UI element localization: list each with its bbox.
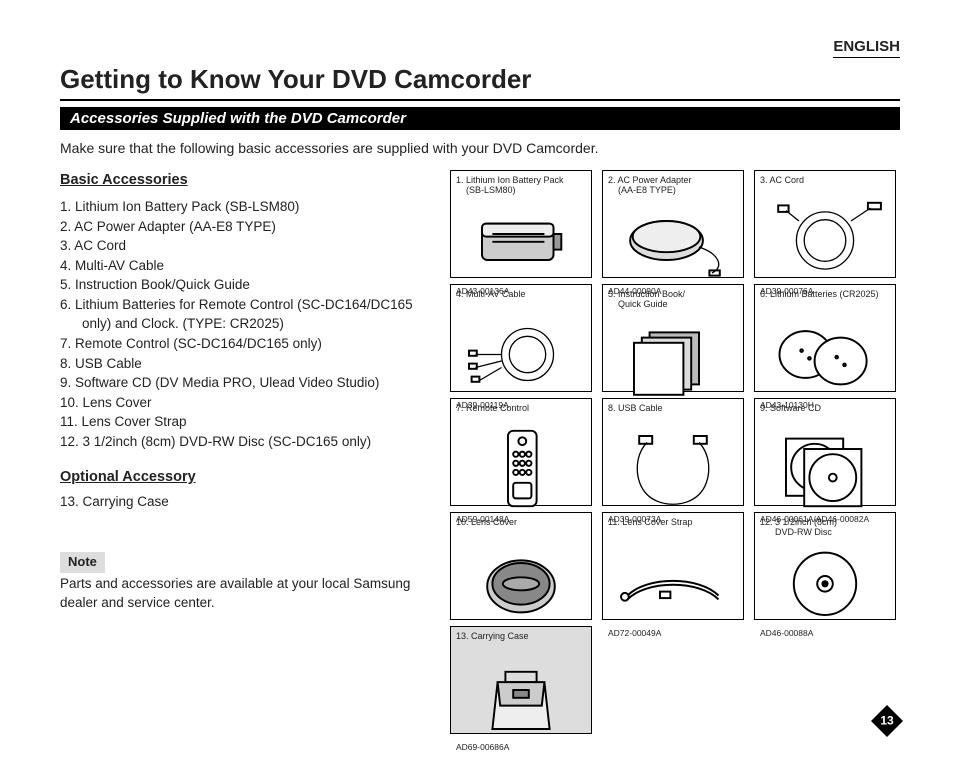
cell-title: 5. Instruction Book/ Quick Guide — [608, 289, 738, 309]
accessory-cell: 3. AC CordAD39-00076A — [754, 170, 896, 278]
list-item: 5. Instruction Book/Quick Guide — [60, 275, 430, 295]
list-item: 2. AC Power Adapter (AA-E8 TYPE) — [60, 217, 430, 237]
cell-title: 2. AC Power Adapter (AA-E8 TYPE) — [608, 175, 738, 195]
basic-heading: Basic Accessories — [60, 170, 430, 191]
accessory-cell: 6. Lithium Batteries (CR2025)AD43-10130H — [754, 284, 896, 392]
cell-part-number: AD69-00686A — [456, 743, 586, 753]
accessory-cell: 12. 3 1/2inch (8cm) DVD-RW DiscAD46-0008… — [754, 512, 896, 620]
cell-part-number: AD72-00049A — [608, 629, 738, 639]
note-text: Parts and accessories are available at y… — [60, 575, 430, 613]
accessory-cell: 11. Lens Cover StrapAD72-00049A — [602, 512, 744, 620]
accessory-cell: 10. Lens CoverAD97-10990A — [450, 512, 592, 620]
list-item: 10. Lens Cover — [60, 393, 430, 413]
cell-title: 10. Lens Cover — [456, 517, 586, 537]
cell-title: 13. Carrying Case — [456, 631, 586, 651]
accessory-cell: 9. Software CDAD46-00061A/AD46-00082A — [754, 398, 896, 506]
accessory-cell: 13. Carrying CaseAD69-00686A — [450, 626, 592, 734]
list-item: 1. Lithium Ion Battery Pack (SB-LSM80) — [60, 197, 430, 217]
lenscover-icon — [456, 537, 586, 628]
accessory-cell: 4. Multi-AV CableAD39-00119A — [450, 284, 592, 392]
list-item: 11. Lens Cover Strap — [60, 412, 430, 432]
adapter-icon — [608, 195, 738, 286]
list-item: 13. Carrying Case — [60, 492, 430, 512]
left-column: Basic Accessories 1. Lithium Ion Battery… — [60, 170, 430, 734]
cds-icon — [760, 423, 890, 514]
book-icon — [608, 309, 738, 400]
list-item: 4. Multi-AV Cable — [60, 256, 430, 276]
page-number: 13 — [880, 714, 893, 728]
cell-title: 7. Remote Control — [456, 403, 586, 423]
cell-title: 1. Lithium Ion Battery Pack (SB-LSM80) — [456, 175, 586, 195]
accessory-cell: 7. Remote ControlAD59-00148A — [450, 398, 592, 506]
cell-title: 12. 3 1/2inch (8cm) DVD-RW Disc — [760, 517, 890, 537]
list-item: 9. Software CD (DV Media PRO, Ulead Vide… — [60, 373, 430, 393]
remote-icon — [456, 423, 586, 514]
page-number-badge: 13 — [870, 704, 904, 738]
optional-heading: Optional Accessory — [60, 467, 430, 488]
list-item: 3. AC Cord — [60, 236, 430, 256]
page-title: Getting to Know Your DVD Camcorder — [60, 64, 900, 101]
accessory-cell: 2. AC Power Adapter (AA-E8 TYPE)AD44-000… — [602, 170, 744, 278]
basic-list: 1. Lithium Ion Battery Pack (SB-LSM80)2.… — [60, 197, 430, 451]
cell-title: 11. Lens Cover Strap — [608, 517, 738, 537]
case-icon — [456, 651, 586, 742]
note-label: Note — [60, 552, 105, 573]
language-label: ENGLISH — [833, 38, 900, 58]
cell-title: 3. AC Cord — [760, 175, 890, 195]
strap-icon — [608, 537, 738, 628]
list-item: 12. 3 1/2inch (8cm) DVD-RW Disc (SC-DC16… — [60, 432, 430, 452]
cell-title: 9. Software CD — [760, 403, 890, 423]
accessory-grid: 1. Lithium Ion Battery Pack (SB-LSM80) AD… — [450, 170, 900, 734]
cell-title: 6. Lithium Batteries (CR2025) — [760, 289, 890, 309]
battery-icon — [456, 195, 586, 286]
avcable-icon — [456, 309, 586, 400]
accord-icon — [760, 195, 890, 286]
optional-list: 13. Carrying Case — [60, 492, 430, 512]
coins-icon — [760, 309, 890, 400]
list-item: 7. Remote Control (SC-DC164/DC165 only) — [60, 334, 430, 354]
cell-part-number: AD46-00088A — [760, 629, 890, 639]
cell-title: 8. USB Cable — [608, 403, 738, 423]
disc-icon — [760, 537, 890, 628]
usb-icon — [608, 423, 738, 514]
list-item: 8. USB Cable — [60, 354, 430, 374]
list-item: 6. Lithium Batteries for Remote Control … — [60, 295, 430, 334]
accessory-cell: 5. Instruction Book/ Quick Guide — [602, 284, 744, 392]
accessory-cell: 1. Lithium Ion Battery Pack (SB-LSM80)AD… — [450, 170, 592, 278]
accessory-cell: 8. USB CableAD39-00073A — [602, 398, 744, 506]
intro-text: Make sure that the following basic acces… — [60, 140, 900, 156]
cell-title: 4. Multi-AV Cable — [456, 289, 586, 309]
section-heading: Accessories Supplied with the DVD Camcor… — [60, 107, 900, 130]
